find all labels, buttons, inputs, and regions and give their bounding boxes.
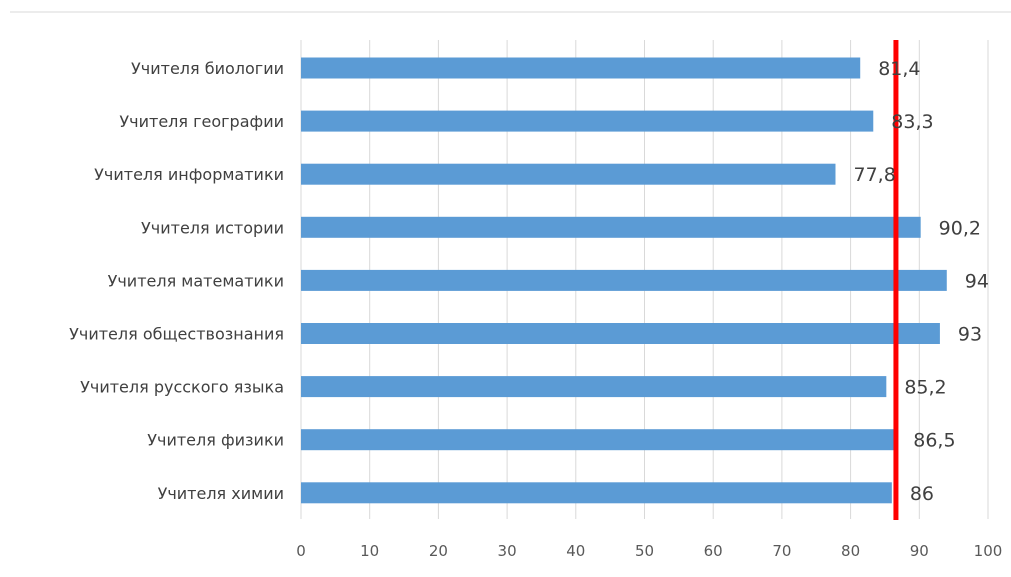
x-tick-label: 20: [429, 542, 448, 560]
x-tick-label: 0: [296, 542, 306, 560]
category-label: Учителя химии: [158, 484, 284, 503]
bar: [301, 482, 892, 504]
bar: [301, 57, 861, 79]
x-tick-label: 70: [772, 542, 791, 560]
bar: [301, 323, 940, 344]
data-label: 77,8: [853, 164, 895, 186]
category-label: Учителя биологии: [131, 59, 284, 78]
category-label: Учителя географии: [119, 112, 284, 131]
data-label: 81,4: [878, 58, 920, 80]
bar: [301, 163, 836, 185]
category-label: Учителя информатики: [94, 165, 284, 184]
data-label: 94: [965, 270, 989, 292]
x-tick-label: 40: [566, 542, 585, 560]
data-label: 93: [958, 324, 982, 346]
category-labels: Учителя биологии Учителя географии Учителя…: [69, 59, 284, 503]
bar: [301, 429, 896, 451]
x-tick-label: 90: [910, 542, 929, 560]
x-tick-label: 10: [360, 542, 379, 560]
category-label: Учителя математики: [108, 271, 284, 290]
x-tick-label: 30: [498, 542, 517, 560]
data-label: 90,2: [939, 217, 981, 239]
bar: [301, 269, 947, 291]
data-label: 86: [910, 483, 934, 505]
category-label: Учителя обществознания: [69, 325, 284, 344]
x-tick-label: 50: [635, 542, 654, 560]
bar: [301, 110, 874, 132]
x-tick-label: 60: [704, 542, 723, 560]
x-tick-label: 100: [974, 542, 1003, 560]
category-label: Учителя истории: [141, 218, 284, 237]
x-axis-ticks: 0 10 20 30 40 50 60 70 80 90 100: [296, 542, 1002, 560]
data-label: 85,2: [904, 377, 946, 399]
bars: [301, 57, 947, 504]
x-tick-label: 80: [841, 542, 860, 560]
value-labels: 81,4 83,3 77,8 90,2 94 93 85,2 86,5 86: [853, 58, 988, 505]
data-label: 83,3: [891, 111, 933, 133]
category-label: Учителя физики: [147, 431, 284, 450]
data-label: 86,5: [913, 430, 955, 452]
category-label: Учителя русского языка: [80, 378, 284, 397]
bar: [301, 376, 887, 398]
bar: [301, 216, 921, 238]
